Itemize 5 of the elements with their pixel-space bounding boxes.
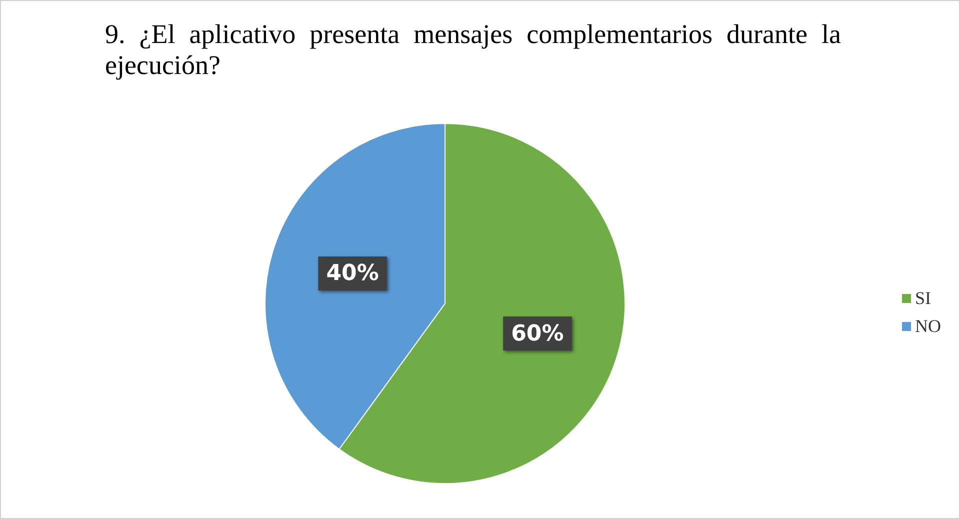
- legend-label: NO: [915, 316, 941, 336]
- data-label: 40%: [326, 261, 379, 286]
- data-label: 60%: [511, 321, 564, 346]
- chart-title: 9. ¿El aplicativo presenta mensajes complementarios durante la ejecución?: [105, 19, 841, 81]
- legend-label: SI: [915, 288, 932, 308]
